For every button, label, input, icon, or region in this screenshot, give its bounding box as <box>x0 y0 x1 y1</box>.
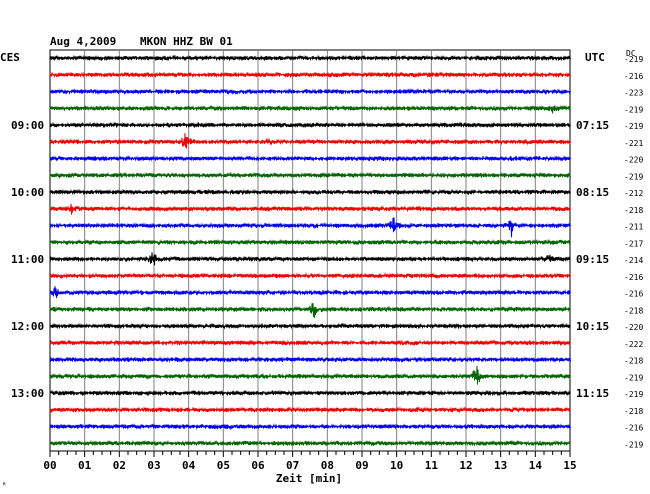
x-tick-label: 09 <box>355 459 368 472</box>
dc-value: -219 <box>624 172 643 181</box>
trace-row-7 <box>49 171 571 180</box>
dc-value: -214 <box>624 256 643 265</box>
dc-value: -223 <box>624 89 643 98</box>
right-time-label: 09:15 <box>576 253 609 266</box>
dc-value: -216 <box>624 290 643 299</box>
x-tick-label: 12 <box>459 459 472 472</box>
dc-value: -218 <box>624 357 643 366</box>
trace-row-2 <box>49 87 571 96</box>
x-tick-label: 01 <box>78 459 92 472</box>
dc-value: -212 <box>624 189 643 198</box>
x-tick-label: 08 <box>321 459 334 472</box>
left-time-label: 10:00 <box>11 186 44 199</box>
trace-row-0 <box>49 54 571 62</box>
dc-value: -219 <box>624 105 643 114</box>
dc-value: -216 <box>624 273 643 282</box>
x-tick-label: 06 <box>251 459 265 472</box>
x-tick-label: 03 <box>147 459 160 472</box>
header-station: MKON HHZ BW 01 <box>140 35 233 48</box>
right-time-label: 10:15 <box>576 320 609 333</box>
trace-row-9 <box>49 203 571 215</box>
x-tick-label: 02 <box>113 459 126 472</box>
corner-mark: ᴿ <box>2 481 7 490</box>
trace-row-22 <box>49 423 571 431</box>
dc-value: -216 <box>624 424 643 433</box>
trace-row-17 <box>49 339 571 347</box>
trace-row-6 <box>49 155 571 163</box>
dc-value: -219 <box>624 440 643 449</box>
x-tick-label: 14 <box>529 459 543 472</box>
right-time-label: 08:15 <box>576 186 609 199</box>
traces <box>49 54 571 447</box>
trace-row-12 <box>49 252 571 266</box>
dc-value: -220 <box>624 323 643 332</box>
dc-value: -219 <box>624 122 643 131</box>
right-time-label: 07:15 <box>576 119 609 132</box>
trace-row-21 <box>49 406 571 414</box>
x-tick-label: 00 <box>43 459 56 472</box>
x-tick-label: 07 <box>286 459 299 472</box>
trace-row-20 <box>49 389 571 397</box>
x-axis: 00 01 02 03 04 05 06 07 08 09 10 11 12 13 14 15 <box>43 451 577 472</box>
dc-value: -211 <box>624 223 643 232</box>
x-tick-label: 04 <box>182 459 196 472</box>
left-time-label: 09:00 <box>11 119 44 132</box>
right-timezone: UTC <box>585 51 605 64</box>
row-labels: 09:00 10:00 11:00 12:00 13:00 07:15 08:15 09:15… <box>11 55 643 449</box>
trace-row-13 <box>49 272 571 280</box>
left-time-label: 13:00 <box>11 387 44 400</box>
dc-label: DC <box>626 49 636 58</box>
dc-value: -219 <box>624 373 643 382</box>
dc-value: -218 <box>624 407 643 416</box>
left-time-label: 12:00 <box>11 320 44 333</box>
dc-value: -222 <box>624 340 643 349</box>
dc-value: -218 <box>624 206 643 215</box>
trace-row-3 <box>49 104 571 114</box>
grid-lines <box>84 50 536 451</box>
trace-row-15 <box>49 303 571 318</box>
x-tick-label: 10 <box>390 459 403 472</box>
left-time-label: 11:00 <box>11 253 44 266</box>
trace-row-1 <box>49 71 571 79</box>
x-tick-label: 05 <box>217 459 230 472</box>
header-date: Aug 4,2009 <box>50 35 116 48</box>
dc-value: -221 <box>624 139 643 148</box>
trace-row-8 <box>49 188 571 196</box>
dc-value: -216 <box>624 72 643 81</box>
x-tick-label: 13 <box>494 459 507 472</box>
trace-row-5 <box>49 133 571 149</box>
dc-value: -220 <box>624 156 643 165</box>
trace-row-23 <box>49 439 571 447</box>
trace-row-10 <box>49 217 571 238</box>
dc-value: -218 <box>624 306 643 315</box>
x-axis-label: Zeit [min] <box>276 472 342 485</box>
dc-value: -219 <box>624 390 643 399</box>
trace-row-18 <box>49 356 571 364</box>
left-timezone: CES <box>0 51 20 64</box>
trace-row-11 <box>49 238 571 246</box>
trace-row-4 <box>49 121 571 129</box>
trace-row-19 <box>49 365 571 385</box>
x-tick-label: 11 <box>425 459 439 472</box>
dc-value: -219 <box>624 55 643 64</box>
x-tick-label: 15 <box>563 459 576 472</box>
trace-row-14 <box>49 286 571 299</box>
trace-row-16 <box>49 322 571 330</box>
dc-value: -217 <box>624 239 643 248</box>
right-time-label: 11:15 <box>576 387 609 400</box>
